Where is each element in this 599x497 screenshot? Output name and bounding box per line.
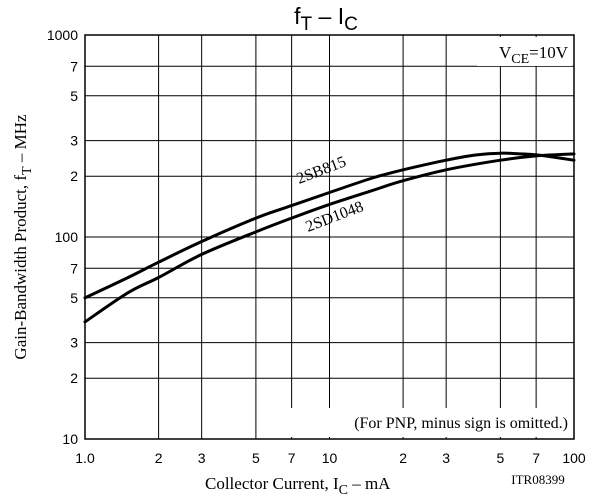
grid [85,35,574,439]
condition-box [477,37,572,66]
y-tick-labels: 10 2 3 5 7 100 2 3 5 7 1000 [47,27,78,447]
x-tick-labels: 1.0 2 3 5 7 10 2 3 5 7 100 [75,450,586,466]
x-tick-label: 5 [252,450,260,466]
x-tick-label: 3 [198,450,206,466]
x-tick-label: 100 [562,450,586,466]
plot-frame [84,34,575,440]
y-tick-label: 100 [55,229,79,245]
y-tick-label: 1000 [47,27,78,43]
series-line-2sb815 [83,151,576,300]
x-axis-label: Collector Current, IC – mA [205,474,391,497]
series-label-2sb815: 2SB815 [294,153,348,187]
note-box [280,408,571,437]
x-tick-label: 3 [442,450,450,466]
y-tick-label: 3 [70,133,78,149]
y-tick-label: 7 [70,260,78,276]
x-tick-label: 10 [322,450,338,466]
condition-label: VCE=10V [499,43,569,67]
y-tick-label: 5 [70,88,78,104]
figure-code: ITR08399 [511,472,564,487]
y-axis-label: Gain-Bandwidth Product, fT – MHz [11,114,35,360]
series-line-2sd1048 [83,152,576,324]
x-tick-label: 1.0 [75,450,95,466]
y-tick-label: 10 [62,431,78,447]
y-tick-label: 7 [70,58,78,74]
x-tick-label: 7 [288,450,296,466]
x-tick-label: 7 [532,450,540,466]
note-text: (For PNP, minus sign is omitted.) [354,415,568,432]
y-tick-label: 5 [70,290,78,306]
x-tick-label: 5 [496,450,504,466]
series-layer [83,151,576,324]
chart-title: fT – IC [294,3,358,35]
x-tick-label: 2 [399,450,407,466]
y-tick-label: 2 [70,370,78,386]
y-tick-label: 2 [70,168,78,184]
y-tick-label: 3 [70,335,78,351]
x-tick-label: 2 [155,450,163,466]
